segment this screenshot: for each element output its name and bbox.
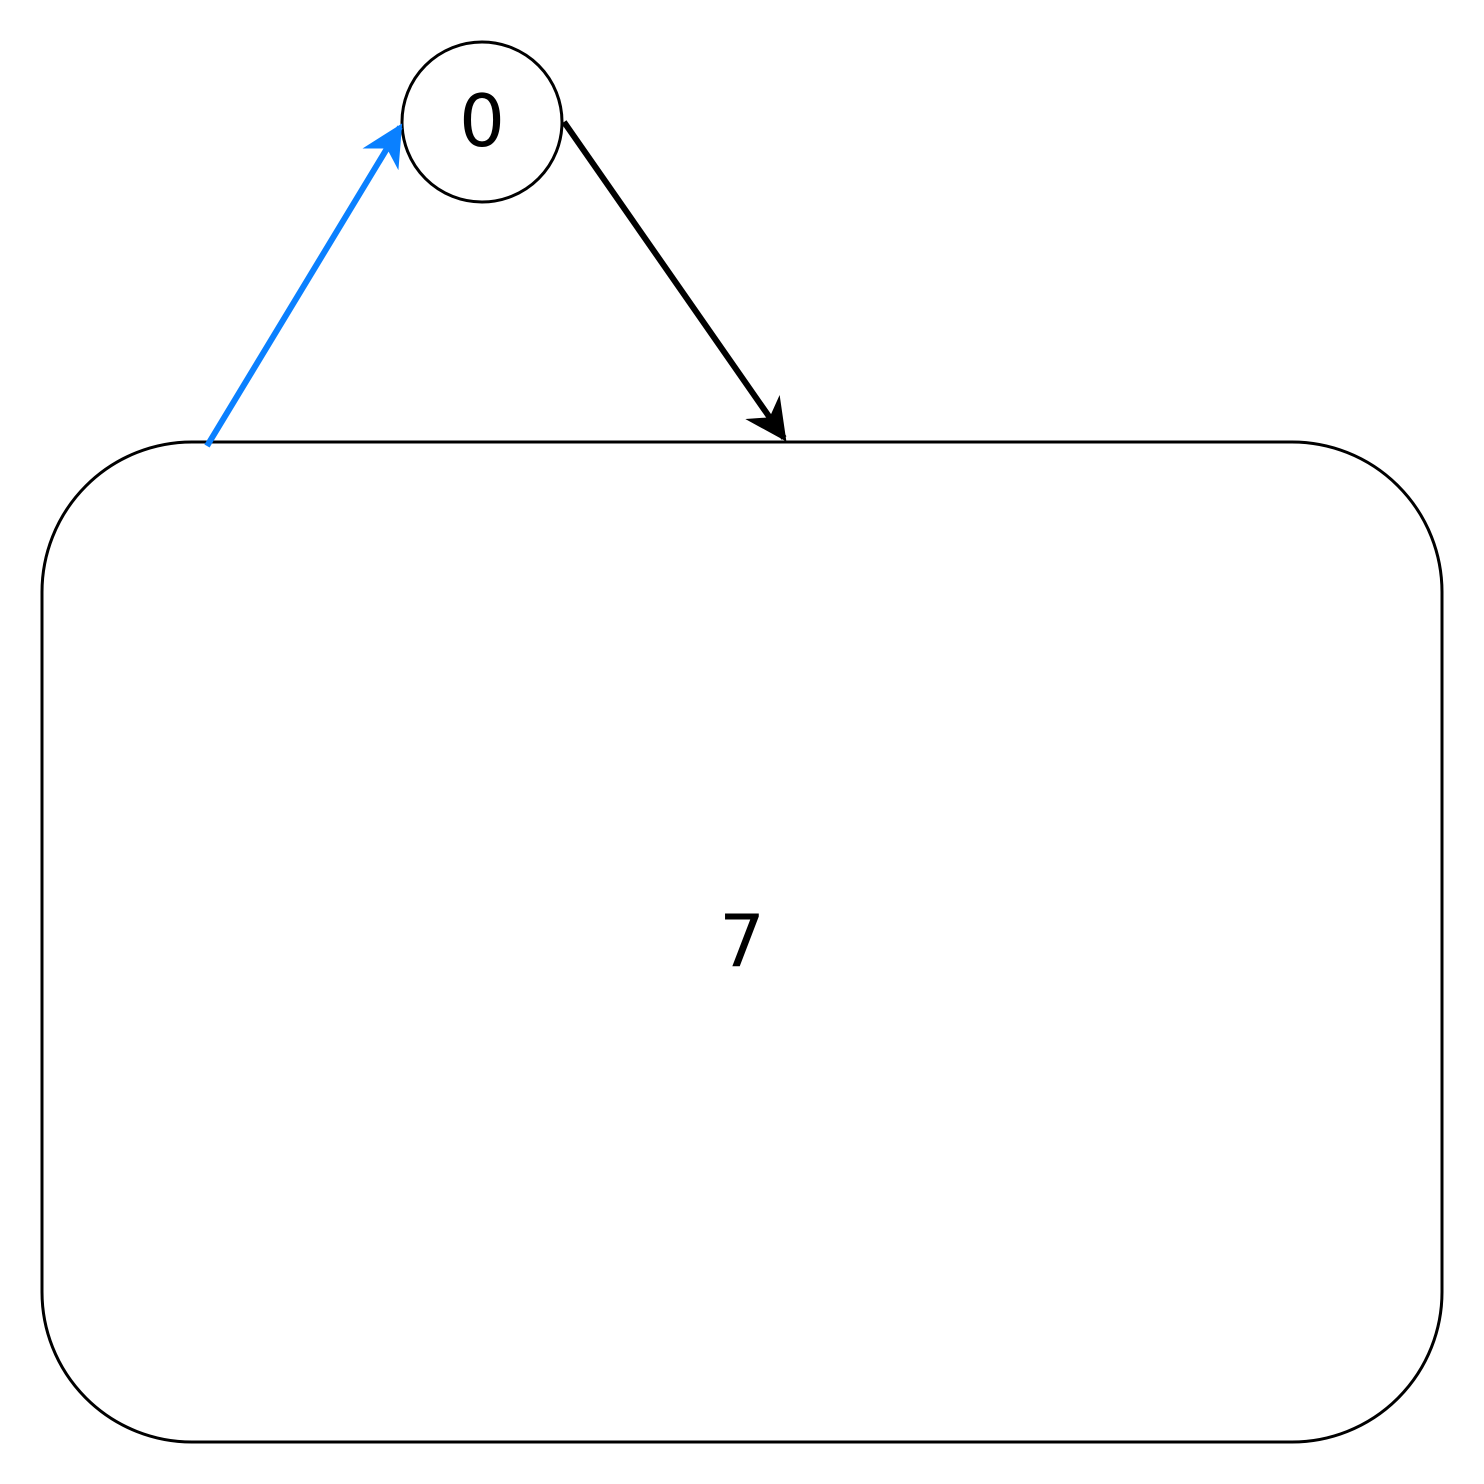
edge-0-to-7-arrow <box>561 120 787 442</box>
node-0-shape <box>400 40 564 204</box>
edge-7-to-0-arrow <box>204 123 403 448</box>
node-7-label: 7 <box>719 899 765 983</box>
node-0-label: 0 <box>459 79 505 163</box>
node-7: 7 <box>40 440 1444 1444</box>
node-0: 0 <box>400 40 564 204</box>
node-7-shape <box>40 440 1444 1444</box>
